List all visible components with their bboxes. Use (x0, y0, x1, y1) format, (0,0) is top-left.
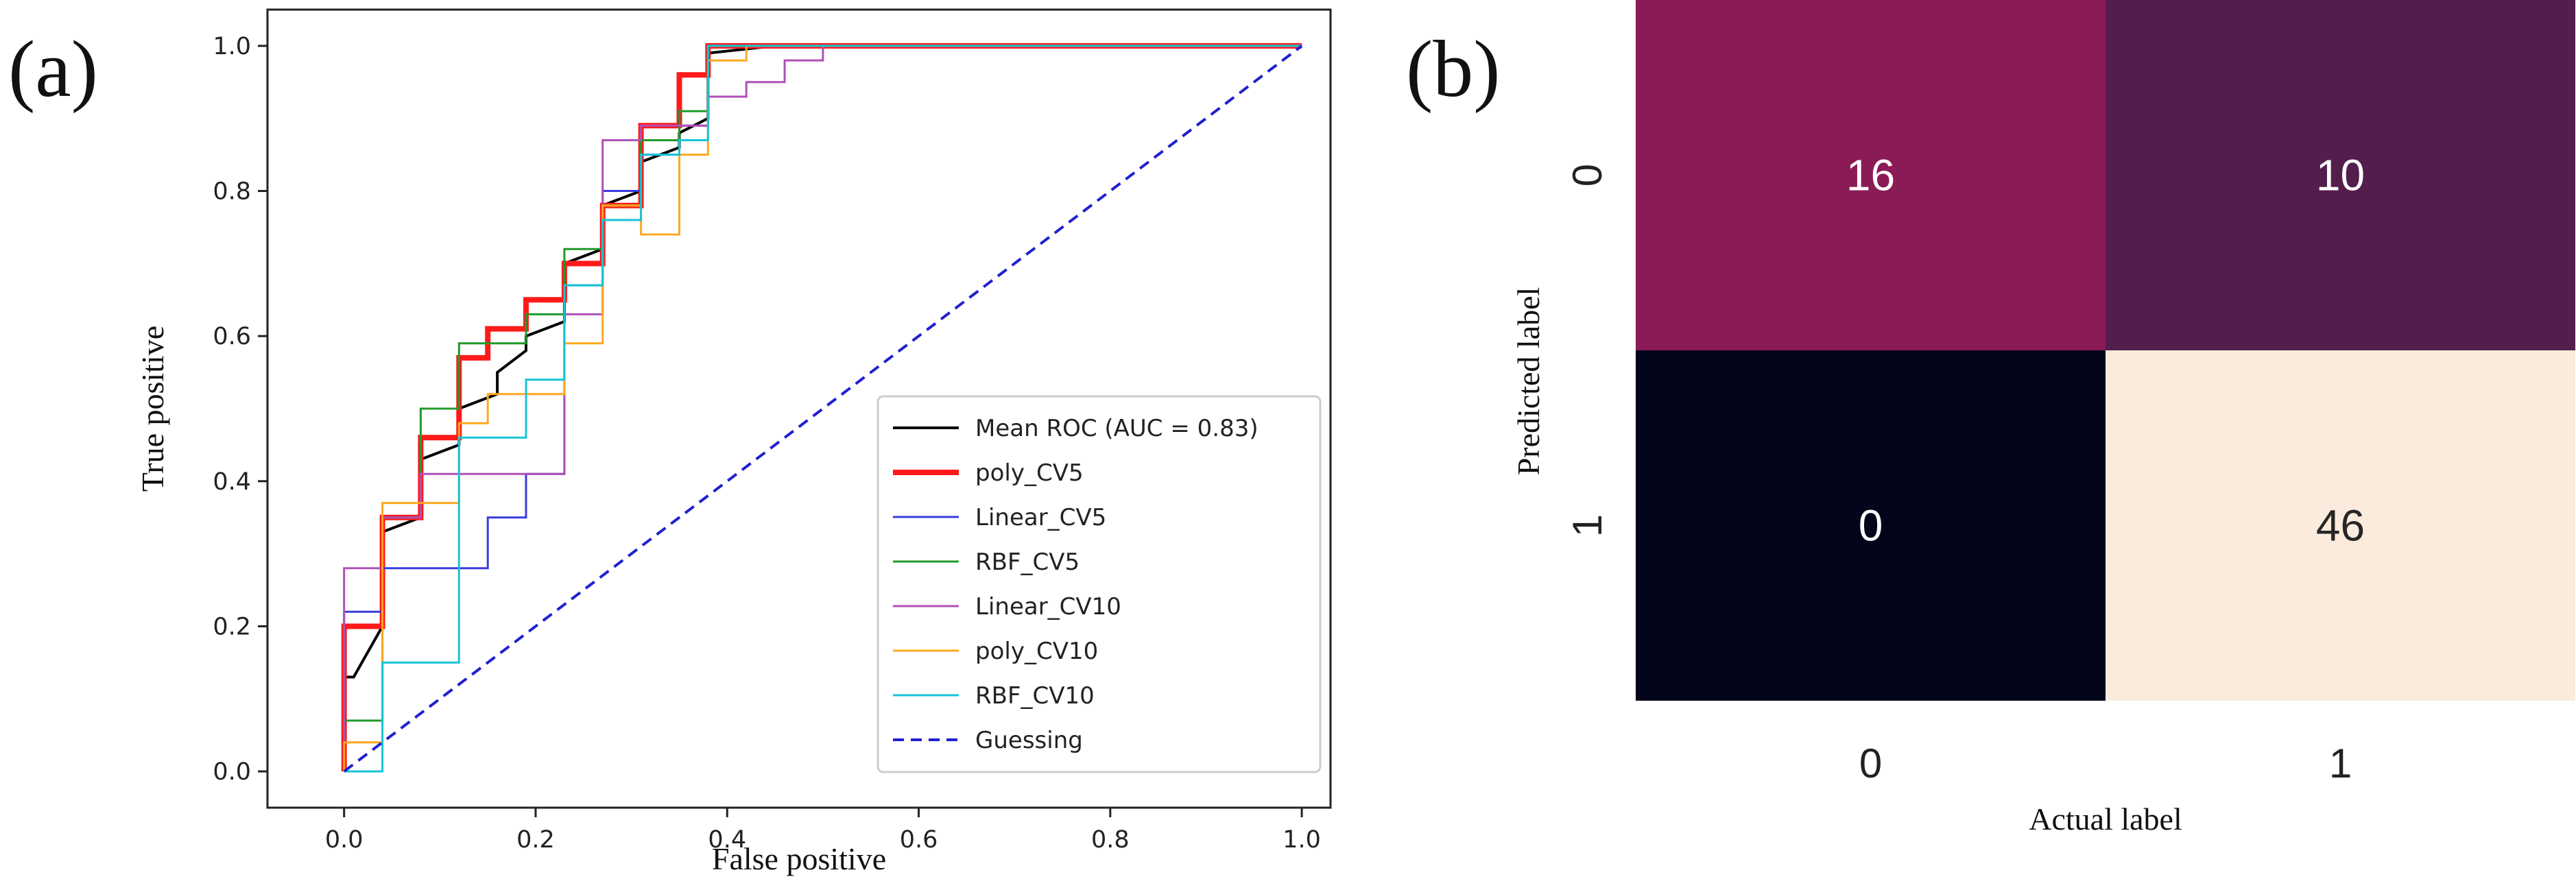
cm-ytick-label: 1 (1564, 514, 1610, 537)
legend-box (876, 395, 1322, 773)
roc-ytick-label: 1.0 (213, 33, 251, 60)
cm-cell-value: 46 (2316, 501, 2365, 551)
confusion-matrix-cells: 16 10 0 46 (1636, 0, 2575, 701)
legend-entry-label: Mean ROC (AUC = 0.83) (975, 415, 1259, 442)
cm-cell-value: 16 (1846, 151, 1895, 200)
cm-xlabel: Actual label (2029, 801, 2182, 836)
roc-xtick-label: 0.8 (1091, 826, 1130, 854)
cm-cell (1636, 0, 2106, 350)
cm-ylabel: Predicted label (1511, 287, 1546, 476)
cm-xtick-label: 1 (2329, 740, 2352, 786)
roc-plot-frame (266, 8, 1332, 809)
panel-label-a: (a) (8, 24, 98, 114)
roc-ytick-label: 0.4 (213, 468, 251, 496)
roc-ylabel: True positive (135, 326, 170, 492)
cm-ytick-label: 0 (1564, 164, 1610, 186)
roc-ytick-label: 0.6 (213, 323, 251, 350)
legend-entry-label: Linear_CV5 (975, 504, 1106, 531)
cm-cell (2106, 350, 2575, 701)
legend-entry-label: Linear_CV10 (975, 593, 1121, 620)
roc-ytick-label: 0.8 (213, 178, 251, 206)
legend-entry-label: RBF_CV5 (975, 549, 1080, 576)
roc-ytick-label: 0.0 (213, 758, 251, 786)
cm-cell (1636, 350, 2106, 701)
roc-lines (341, 43, 1303, 773)
roc-legend: Mean ROC (AUC = 0.83) poly_CV5 Linear_CV5 R… (876, 395, 1322, 773)
legend-entry-label: Guessing (975, 727, 1083, 754)
cm-cell-value: 0 (1859, 501, 1883, 551)
roc-xlabel: False positive (712, 841, 886, 876)
panel-label-b: (b) (1406, 24, 1501, 114)
legend-entry-label: poly_CV10 (975, 638, 1098, 665)
roc-ytick-label: 0.2 (213, 613, 251, 640)
legend-entry-label: RBF_CV10 (975, 682, 1095, 710)
roc-ticks: 0.0 0.2 0.4 0.6 0.8 1.0 0.0 0.2 0.4 0.6 0.8 1.0 (213, 33, 1321, 854)
roc-xtick-label: 1.0 (1283, 826, 1321, 854)
legend-entry-label: poly_CV5 (975, 459, 1084, 487)
series-line-rbf-cv10 (344, 45, 1302, 773)
roc-xtick-label: 0.4 (708, 826, 746, 854)
roc-xtick-label: 0.2 (516, 826, 555, 854)
confusion-matrix: 16 100 46 0 101 Actual label Predicted labe… (1511, 0, 2575, 836)
roc-xtick-label: 0.0 (325, 826, 363, 854)
cm-cell (2106, 0, 2575, 350)
cm-xtick-label: 0 (1859, 740, 1882, 786)
roc-chart: 0.0 0.2 0.4 0.6 0.8 1.0 0.0 0.2 0.4 0.6 0.8 1.0 Mea… (135, 8, 1332, 876)
roc-xtick-label: 0.6 (900, 826, 938, 854)
series-line-linear-cv10 (343, 45, 1302, 772)
series-line-guessing (343, 45, 1303, 773)
confusion-matrix-ticks: 0 1 0 1 (1564, 164, 2352, 786)
cm-cell-value: 10 (2316, 151, 2365, 200)
